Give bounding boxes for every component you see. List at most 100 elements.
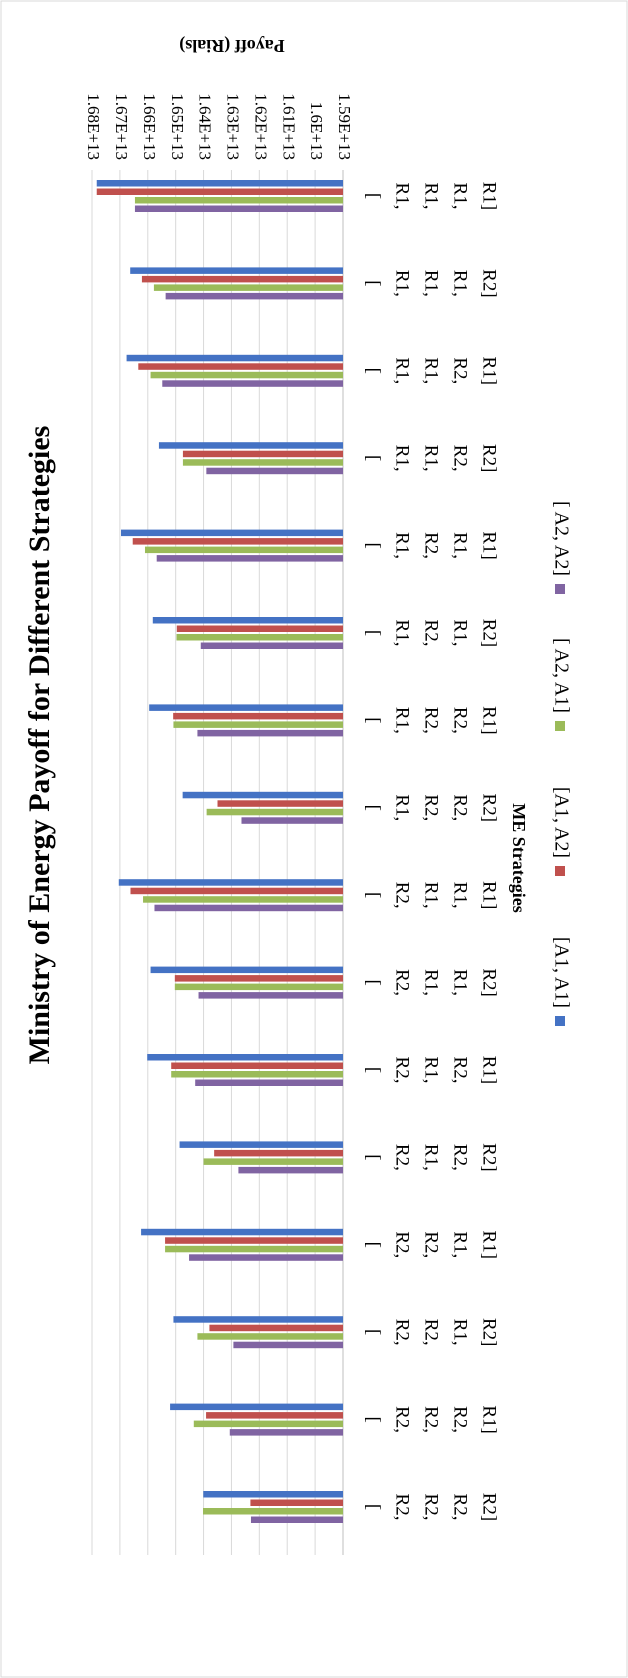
bar: [206, 1412, 343, 1419]
category-label: R1]: [479, 1056, 500, 1085]
bar: [118, 879, 343, 886]
bar: [126, 354, 344, 362]
category-label: R1,: [450, 1231, 471, 1258]
category-label: R2,: [421, 794, 442, 821]
category-label: [: [363, 1067, 384, 1073]
category-label: R1,: [450, 183, 471, 210]
category-label: R2,: [450, 1144, 471, 1171]
bar: [217, 800, 343, 807]
value-tick-label: 1.65E+13: [168, 93, 187, 160]
bar: [203, 1491, 343, 1498]
bar: [173, 712, 343, 720]
category-label: [: [363, 193, 384, 199]
bar: [149, 704, 343, 711]
bar: [96, 188, 343, 195]
value-tick-label: 1.68E+13: [84, 93, 103, 160]
legend-swatch: [555, 866, 565, 876]
category-label: R2,: [421, 532, 442, 559]
category-label: [: [363, 892, 384, 898]
category-label: R2,: [421, 707, 442, 734]
legend-swatch: [555, 721, 565, 731]
category-label: [: [363, 979, 384, 985]
category-label: [: [363, 717, 384, 723]
category-label: R1,: [450, 532, 471, 559]
bar: [214, 1149, 343, 1157]
bar: [189, 1254, 343, 1261]
bar: [165, 1237, 343, 1244]
category-label: R2]: [479, 1318, 500, 1347]
category-label: R1,: [450, 270, 471, 297]
category-label: R1,: [421, 882, 442, 909]
bar: [209, 1324, 343, 1332]
category-label: R1,: [450, 882, 471, 909]
category-label: R1,: [421, 357, 442, 384]
gridlines: [91, 170, 344, 1555]
category-label: R1,: [450, 969, 471, 996]
value-tick-label: 1.66E+13: [140, 93, 159, 160]
bar: [182, 459, 343, 466]
category-label: R1,: [450, 620, 471, 647]
legend-swatch: [555, 1016, 565, 1026]
category-label: R2,: [392, 1406, 413, 1433]
category-label: R1,: [421, 969, 442, 996]
category-label: R1,: [392, 270, 413, 297]
chart-title: Ministry of Energy Payoff for Different …: [23, 426, 56, 1065]
value-tick-label: 1.62E+13: [251, 93, 270, 160]
bar: [130, 267, 343, 274]
category-label: R2,: [450, 1406, 471, 1433]
bar: [170, 1403, 343, 1411]
bar: [203, 1158, 343, 1165]
category-label: [: [363, 1154, 384, 1160]
legend-label: [ A2, A2]: [550, 501, 572, 576]
bar: [147, 1054, 343, 1061]
value-tick-label: 1.59E+13: [335, 93, 354, 160]
category-label: R2,: [450, 1494, 471, 1521]
bar: [150, 371, 343, 379]
category-label: R2,: [450, 707, 471, 734]
legend: [A1, A1] [A1, A2] [ A2, A1] [ A2, A2]: [550, 501, 572, 1026]
category-label: R2]: [479, 968, 500, 997]
bar: [195, 1079, 343, 1086]
bar: [174, 983, 343, 991]
bar: [174, 975, 343, 982]
category-label: R1]: [479, 531, 500, 560]
bar: [206, 467, 343, 475]
category-label: [: [363, 1242, 384, 1248]
bar: [130, 887, 343, 895]
bar: [134, 205, 343, 212]
category-label: R1,: [421, 270, 442, 297]
category-label: R1,: [392, 707, 413, 734]
category-label: R2]: [479, 269, 500, 298]
bar: [158, 442, 343, 449]
bar: [154, 904, 343, 912]
category-label: R2,: [392, 1231, 413, 1258]
category-label: [: [363, 368, 384, 374]
category-label: R2,: [421, 1406, 442, 1433]
bar: [179, 1141, 343, 1148]
bar: [96, 180, 343, 187]
category-label: R1,: [392, 794, 413, 821]
category-label: R1,: [392, 532, 413, 559]
bar: [193, 1420, 343, 1428]
bar: [206, 808, 343, 816]
legend-swatch: [555, 584, 565, 594]
bar: [171, 1062, 343, 1069]
value-axis-ticks: 1.59E+13 1.6E+13 1.61E+13 1.62E+13 1.63E+13 1…: [84, 93, 354, 160]
category-label: R2,: [392, 1494, 413, 1521]
category-label: R2]: [479, 1143, 500, 1172]
category-label: R2,: [392, 1057, 413, 1084]
bar: [233, 1341, 343, 1349]
category-label: [: [363, 1329, 384, 1335]
category-label: R2,: [450, 445, 471, 472]
category-label: [: [363, 280, 384, 286]
category-label: R2,: [392, 969, 413, 996]
value-tick-label: 1.67E+13: [112, 93, 131, 160]
value-tick-label: 1.61E+13: [279, 93, 298, 160]
category-label: [: [363, 1504, 384, 1510]
bar: [182, 450, 343, 458]
category-label: R2,: [421, 1319, 442, 1346]
category-label: R1]: [479, 1405, 500, 1434]
bar: [238, 1166, 343, 1174]
value-axis-title: Payoff (Rials): [179, 35, 284, 56]
category-label: R1,: [392, 445, 413, 472]
